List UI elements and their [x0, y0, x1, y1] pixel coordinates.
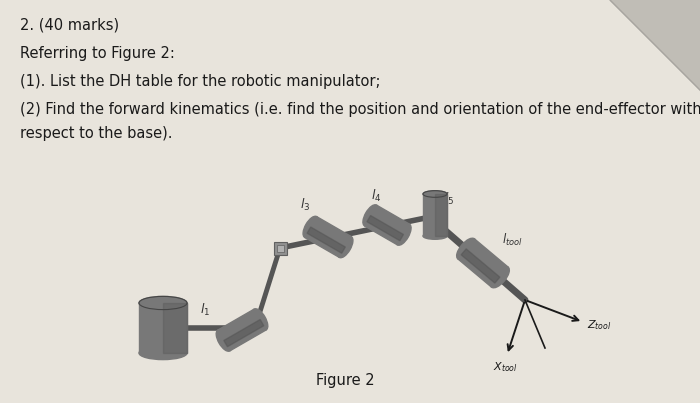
Ellipse shape [139, 347, 187, 359]
Text: (2) Find the forward kinematics (i.e. find the position and orientation of the e: (2) Find the forward kinematics (i.e. fi… [20, 102, 700, 117]
Polygon shape [276, 245, 284, 251]
Ellipse shape [491, 266, 510, 288]
Ellipse shape [456, 238, 475, 260]
Text: $l_4$: $l_4$ [371, 188, 382, 204]
Ellipse shape [423, 233, 447, 239]
Polygon shape [304, 216, 351, 258]
Ellipse shape [363, 205, 378, 226]
Text: $X_{tool}$: $X_{tool}$ [493, 360, 517, 374]
Polygon shape [307, 227, 345, 253]
Text: $l_{tool}$: $l_{tool}$ [502, 232, 523, 248]
Polygon shape [274, 241, 286, 255]
Polygon shape [458, 239, 508, 287]
Ellipse shape [303, 216, 319, 238]
Polygon shape [367, 216, 403, 241]
Text: (1). List the DH table for the robotic manipulator;: (1). List the DH table for the robotic m… [20, 74, 381, 89]
Text: Referring to Figure 2:: Referring to Figure 2: [20, 46, 175, 61]
Ellipse shape [423, 191, 447, 197]
Ellipse shape [253, 309, 268, 330]
Polygon shape [435, 194, 447, 236]
Polygon shape [461, 249, 500, 283]
Polygon shape [163, 303, 187, 353]
Polygon shape [139, 303, 187, 353]
Ellipse shape [139, 296, 187, 310]
Text: $l_1$: $l_1$ [200, 302, 210, 318]
Text: respect to the base).: respect to the base). [20, 126, 172, 141]
Text: $Z_{tool}$: $Z_{tool}$ [587, 318, 612, 332]
Ellipse shape [337, 236, 353, 258]
Polygon shape [423, 194, 447, 236]
Ellipse shape [395, 224, 411, 245]
Polygon shape [218, 309, 266, 351]
Text: $l_3$: $l_3$ [300, 197, 310, 213]
Polygon shape [610, 0, 700, 90]
Polygon shape [365, 205, 409, 245]
Ellipse shape [216, 330, 232, 351]
Polygon shape [224, 320, 264, 347]
Text: 2. (40 marks): 2. (40 marks) [20, 18, 119, 33]
Text: Figure 2: Figure 2 [316, 373, 374, 388]
Text: $l_5$: $l_5$ [444, 191, 454, 207]
